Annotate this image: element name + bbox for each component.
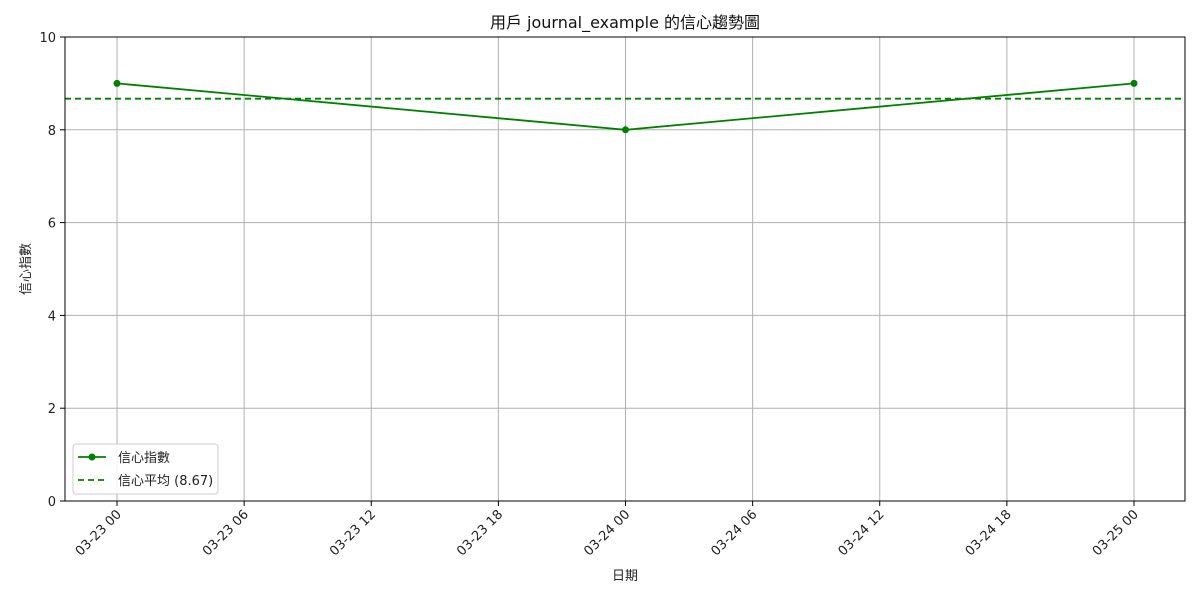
- x-tick-label: 03-23 00: [73, 507, 125, 559]
- y-tick-label: 8: [48, 124, 56, 139]
- legend-label-average: 信心平均 (8.67): [118, 474, 213, 489]
- legend-box: [72, 443, 219, 495]
- x-tick-label: 03-25 00: [1090, 507, 1142, 559]
- y-tick-label: 4: [48, 309, 56, 324]
- y-tick-label: 2: [48, 402, 56, 417]
- data-point: [622, 126, 629, 134]
- data-point: [113, 79, 121, 87]
- y-axis-ticks: 0 2 4 6 8 10: [39, 31, 65, 510]
- data-point: [1130, 79, 1138, 87]
- x-tick-label: 03-24 12: [836, 507, 888, 559]
- y-axis-label: 信心指數: [19, 243, 34, 295]
- series-group: [113, 79, 1138, 134]
- y-tick-label: 10: [39, 31, 56, 46]
- x-tick-label: 03-23 06: [200, 507, 252, 559]
- x-tick-label: 03-24 00: [581, 507, 633, 559]
- x-axis-label: 日期: [612, 569, 638, 584]
- legend: 信心指數 信心平均 (8.67): [72, 443, 219, 495]
- x-axis-ticks: 03-23 00 03-23 06 03-23 12 03-23 18 03-24 00…: [73, 501, 1142, 559]
- legend-marker-series: [88, 453, 96, 461]
- x-tick-label: 03-23 18: [454, 507, 506, 559]
- grid-lines: [65, 36, 1185, 502]
- x-tick-label: 03-24 18: [963, 507, 1015, 559]
- y-tick-label: 0: [48, 495, 56, 510]
- x-tick-label: 03-24 06: [709, 507, 761, 559]
- chart-title: 用戶 journal_example 的信心趨勢圖: [490, 13, 760, 33]
- y-tick-label: 6: [48, 217, 56, 232]
- x-tick-label: 03-23 12: [327, 507, 379, 559]
- legend-label-series: 信心指數: [118, 451, 170, 466]
